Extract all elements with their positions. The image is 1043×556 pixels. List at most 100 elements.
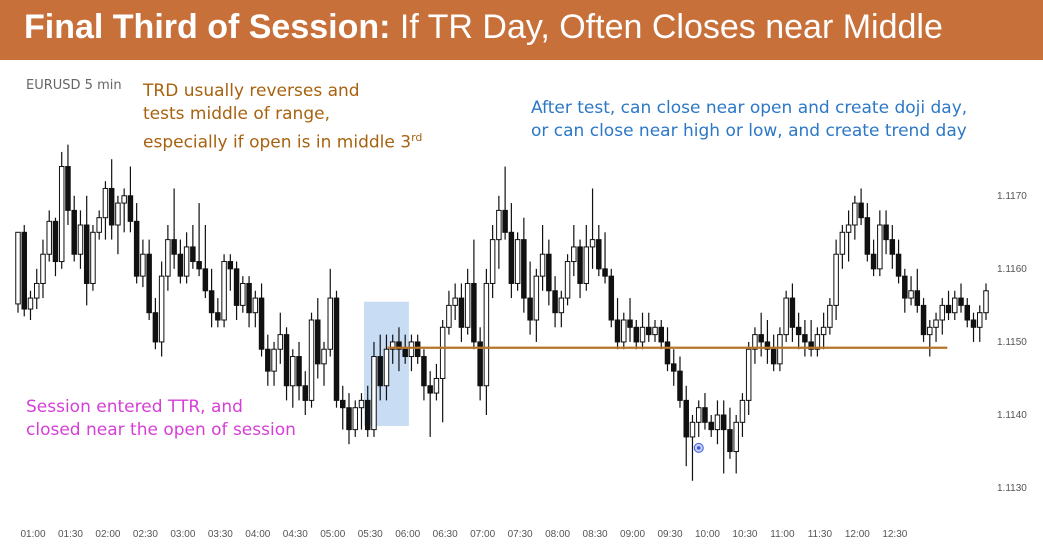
candle-bull <box>933 319 939 328</box>
candle-bull <box>571 246 577 263</box>
candle-bear <box>895 253 902 277</box>
candle-bear <box>340 399 346 409</box>
candle-bull <box>833 253 839 306</box>
x-tick-label: 04:30 <box>283 529 308 540</box>
candle-bear <box>171 239 177 255</box>
x-tick-label: 02:00 <box>95 529 120 540</box>
candle-bull <box>33 282 40 299</box>
candle-bear <box>427 385 433 394</box>
candle-bull <box>27 297 34 310</box>
candle-bull <box>433 377 440 394</box>
candle-bear <box>83 224 90 284</box>
candle-bear <box>552 290 558 314</box>
candle-bear <box>421 356 427 387</box>
candle-bear <box>177 253 184 277</box>
candle-bull <box>839 231 846 255</box>
candle-bear <box>315 319 321 365</box>
annotation-session-ttr: Session entered TTR, and closed near the… <box>26 397 296 440</box>
candle-bear <box>521 239 527 299</box>
candlestick-chart: 1.1170 1.1160 1.1150 1.1140 1.1130 01:00 01:30… <box>15 144 1027 540</box>
candle-bull <box>639 326 646 343</box>
candle-bear <box>283 334 290 387</box>
candle-bear <box>945 304 952 314</box>
candle-bear <box>646 326 652 336</box>
candle-bull <box>489 239 496 284</box>
candle-bear <box>196 261 202 270</box>
candle-bull <box>446 304 452 328</box>
candle-bull <box>15 231 21 305</box>
candle-bear <box>471 282 477 343</box>
candle-bear <box>414 341 421 358</box>
candle-bear <box>758 334 764 343</box>
candle-bull <box>40 253 46 284</box>
candle-bull <box>452 297 458 306</box>
y-tick-label: 1.1150 <box>997 337 1027 348</box>
candle-bear <box>227 261 234 270</box>
candle-bull <box>777 334 783 365</box>
candle-bear <box>808 341 814 350</box>
candle-bull <box>321 348 327 365</box>
candle-bear <box>770 348 777 365</box>
candle-bull <box>820 326 827 336</box>
y-tick-label: 1.1130 <box>997 483 1027 494</box>
candle-bull <box>183 246 190 277</box>
candle-bull <box>752 334 758 350</box>
candle-bear <box>658 326 664 343</box>
candle-bear <box>920 304 927 336</box>
candle-bull <box>539 253 546 277</box>
candle-bull <box>352 407 358 431</box>
x-tick-label: 06:00 <box>395 529 420 540</box>
candle-bear <box>864 217 871 255</box>
candle-bull <box>621 319 627 343</box>
candle-bull <box>845 224 852 233</box>
candle-bear <box>377 356 383 387</box>
candle-bear <box>802 334 808 343</box>
candle-bull <box>115 202 121 226</box>
x-tick-label: 11:30 <box>808 529 833 540</box>
candle-bull <box>383 348 390 387</box>
candle-bear <box>546 253 552 292</box>
candle-bear <box>527 297 533 321</box>
x-tick-label: 11:00 <box>770 529 795 540</box>
candle-bull <box>952 297 958 314</box>
candle-bull <box>733 421 739 453</box>
candle-bear <box>608 275 615 321</box>
x-tick-label: 04:00 <box>245 529 270 540</box>
annotation-after-test: After test, can close near open and crea… <box>531 98 968 141</box>
x-tick-label: 10:00 <box>695 529 720 540</box>
candle-bull <box>533 275 540 321</box>
candle-bear <box>627 319 633 328</box>
x-tick-label: 08:30 <box>583 529 608 540</box>
candle-bear <box>970 319 977 328</box>
candle-bear <box>190 246 196 263</box>
candle-bear <box>202 268 209 292</box>
candle-bull <box>714 414 721 431</box>
candle-bear <box>52 220 59 263</box>
candle-bull <box>121 195 127 204</box>
candle-bear <box>21 231 27 310</box>
x-tick-label: 01:30 <box>58 529 83 540</box>
candle-bear <box>964 304 971 321</box>
y-tick-label: 1.1170 <box>997 191 1027 202</box>
candle-bear <box>602 268 608 277</box>
candle-bear <box>633 326 640 343</box>
candle-bull <box>514 239 521 284</box>
y-tick-label: 1.1160 <box>997 264 1027 275</box>
candle-bear <box>577 246 583 284</box>
candle-bull <box>308 319 315 401</box>
candle-bear <box>858 202 864 219</box>
candle-bull <box>46 220 52 255</box>
candle-bear <box>65 166 71 211</box>
candle-bull <box>240 282 246 306</box>
candle-bull <box>371 356 377 431</box>
candle-bear <box>396 341 402 350</box>
candle-bull <box>271 348 277 372</box>
y-tick-label: 1.1140 <box>997 410 1027 421</box>
candle-bear <box>795 326 802 336</box>
candle-bear <box>258 297 265 350</box>
candle-bear <box>683 399 689 438</box>
symbol-label: EURUSD 5 min <box>26 78 122 93</box>
candle-bear <box>764 341 771 350</box>
candle-bear <box>402 348 408 358</box>
candle-bull <box>408 341 415 358</box>
